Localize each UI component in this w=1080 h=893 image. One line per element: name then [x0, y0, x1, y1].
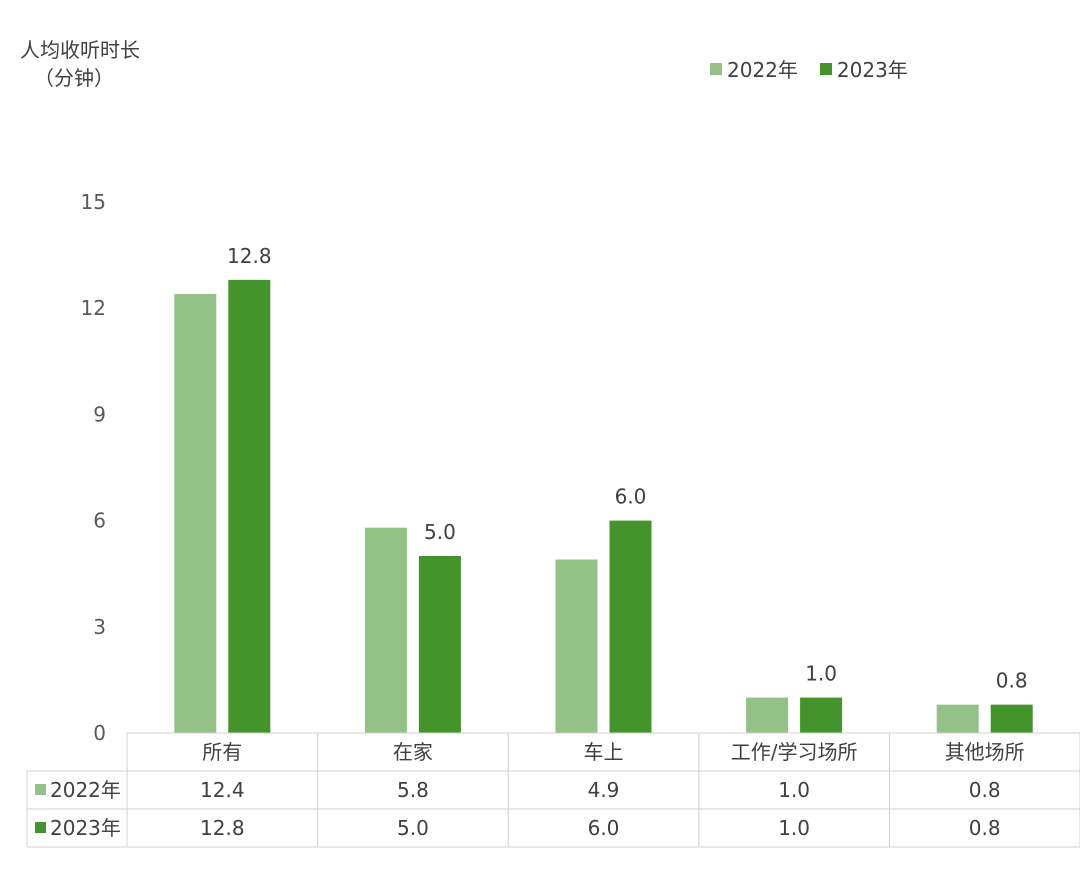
table-swatch-0 [35, 784, 46, 795]
bar-2022年-1 [364, 527, 407, 733]
category-label-1: 在家 [393, 740, 433, 764]
y-tick-label-3: 9 [93, 402, 106, 426]
bar-2022年-2 [555, 559, 598, 733]
table-cell-1-4: 0.8 [969, 816, 1001, 840]
y-tick-label-0: 0 [93, 721, 106, 745]
table-cell-1-3: 1.0 [778, 816, 810, 840]
data-label-3: 1.0 [805, 662, 837, 686]
table-cell-0-3: 1.0 [778, 778, 810, 802]
table-swatch-1 [35, 822, 46, 833]
bar-2023年-2 [609, 520, 652, 733]
category-label-3: 工作/学习场所 [731, 740, 858, 764]
legend-swatch-2023 [819, 62, 832, 75]
data-label-1: 5.0 [424, 520, 456, 544]
category-label-0: 所有 [202, 740, 242, 764]
bar-2023年-4 [990, 704, 1033, 733]
y-tick-label-5: 15 [81, 190, 106, 214]
y-axis-title-line2: （分钟） [34, 66, 114, 90]
bar-2023年-1 [418, 556, 461, 733]
table-cell-1-0: 12.8 [200, 816, 245, 840]
table-cell-0-2: 4.9 [588, 778, 620, 802]
table-cell-0-1: 5.8 [397, 778, 429, 802]
table-row-label-1: 2023年 [50, 816, 121, 840]
legend-item-2022: 2022年 [710, 54, 798, 83]
legend-item-2023: 2023年 [819, 54, 908, 83]
data-label-0: 12.8 [227, 244, 272, 268]
y-axis-title: 人均收听时长 （分钟） [20, 36, 140, 92]
category-label-2: 车上 [584, 740, 624, 764]
table-cell-1-2: 6.0 [588, 816, 620, 840]
bar-2022年-0 [174, 294, 217, 733]
category-label-4: 其他场所 [945, 740, 1025, 764]
legend-label-2023: 2023年 [836, 58, 908, 82]
table-row-label-0: 2022年 [50, 778, 121, 802]
table-cell-0-0: 12.4 [200, 778, 245, 802]
legend-swatch-2022 [710, 62, 722, 75]
y-tick-label-1: 3 [93, 615, 106, 639]
y-tick-label-4: 12 [81, 296, 106, 320]
y-axis-title-line1: 人均收听时长 [20, 38, 140, 62]
bar-2022年-3 [746, 697, 789, 733]
legend: 2022年 2023年 [710, 54, 908, 83]
bar-2023年-3 [800, 697, 843, 733]
legend-label-2022: 2022年 [727, 58, 798, 82]
data-label-2: 6.0 [615, 485, 647, 509]
y-tick-label-2: 6 [93, 509, 106, 533]
data-label-4: 0.8 [996, 669, 1028, 693]
bar-2023年-0 [228, 279, 271, 733]
table-cell-1-1: 5.0 [397, 816, 429, 840]
table-cell-0-4: 0.8 [969, 778, 1001, 802]
bar-2022年-4 [936, 704, 979, 733]
